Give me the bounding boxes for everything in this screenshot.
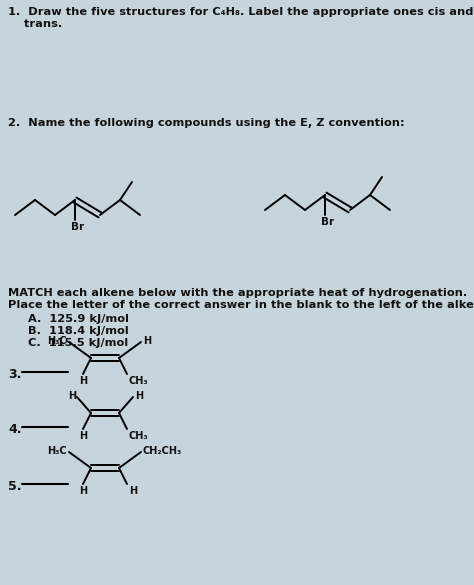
Text: A.  125.9 kJ/mol: A. 125.9 kJ/mol — [28, 314, 129, 324]
Text: B.  118.4 kJ/mol: B. 118.4 kJ/mol — [28, 326, 129, 336]
Text: H: H — [129, 486, 137, 496]
Text: H: H — [79, 431, 87, 441]
Text: 4.: 4. — [8, 423, 21, 436]
Text: CH₂CH₃: CH₂CH₃ — [143, 446, 182, 456]
Text: trans.: trans. — [8, 19, 62, 29]
Text: H: H — [135, 391, 143, 401]
Text: 2.  Name the following compounds using the E, Z convention:: 2. Name the following compounds using th… — [8, 118, 405, 128]
Text: C.  115.5 kJ/mol: C. 115.5 kJ/mol — [28, 338, 128, 348]
Text: Place the letter of the correct answer in the blank to the left of the alkene.: Place the letter of the correct answer i… — [8, 300, 474, 310]
Text: CH₃: CH₃ — [129, 376, 149, 386]
Text: H₃C: H₃C — [47, 446, 67, 456]
Text: H: H — [68, 391, 76, 401]
Text: 5.: 5. — [8, 480, 21, 493]
Text: H₃C: H₃C — [47, 336, 67, 346]
Text: 3.: 3. — [8, 368, 21, 381]
Text: H: H — [79, 486, 87, 496]
Text: Br: Br — [71, 222, 84, 232]
Text: CH₃: CH₃ — [129, 431, 149, 441]
Text: H: H — [143, 336, 151, 346]
Text: MATCH each alkene below with the appropriate heat of hydrogenation.: MATCH each alkene below with the appropr… — [8, 288, 467, 298]
Text: 1.  Draw the five structures for C₄H₈. Label the appropriate ones cis and: 1. Draw the five structures for C₄H₈. La… — [8, 7, 474, 17]
Text: H: H — [79, 376, 87, 386]
Text: Br: Br — [321, 217, 334, 227]
